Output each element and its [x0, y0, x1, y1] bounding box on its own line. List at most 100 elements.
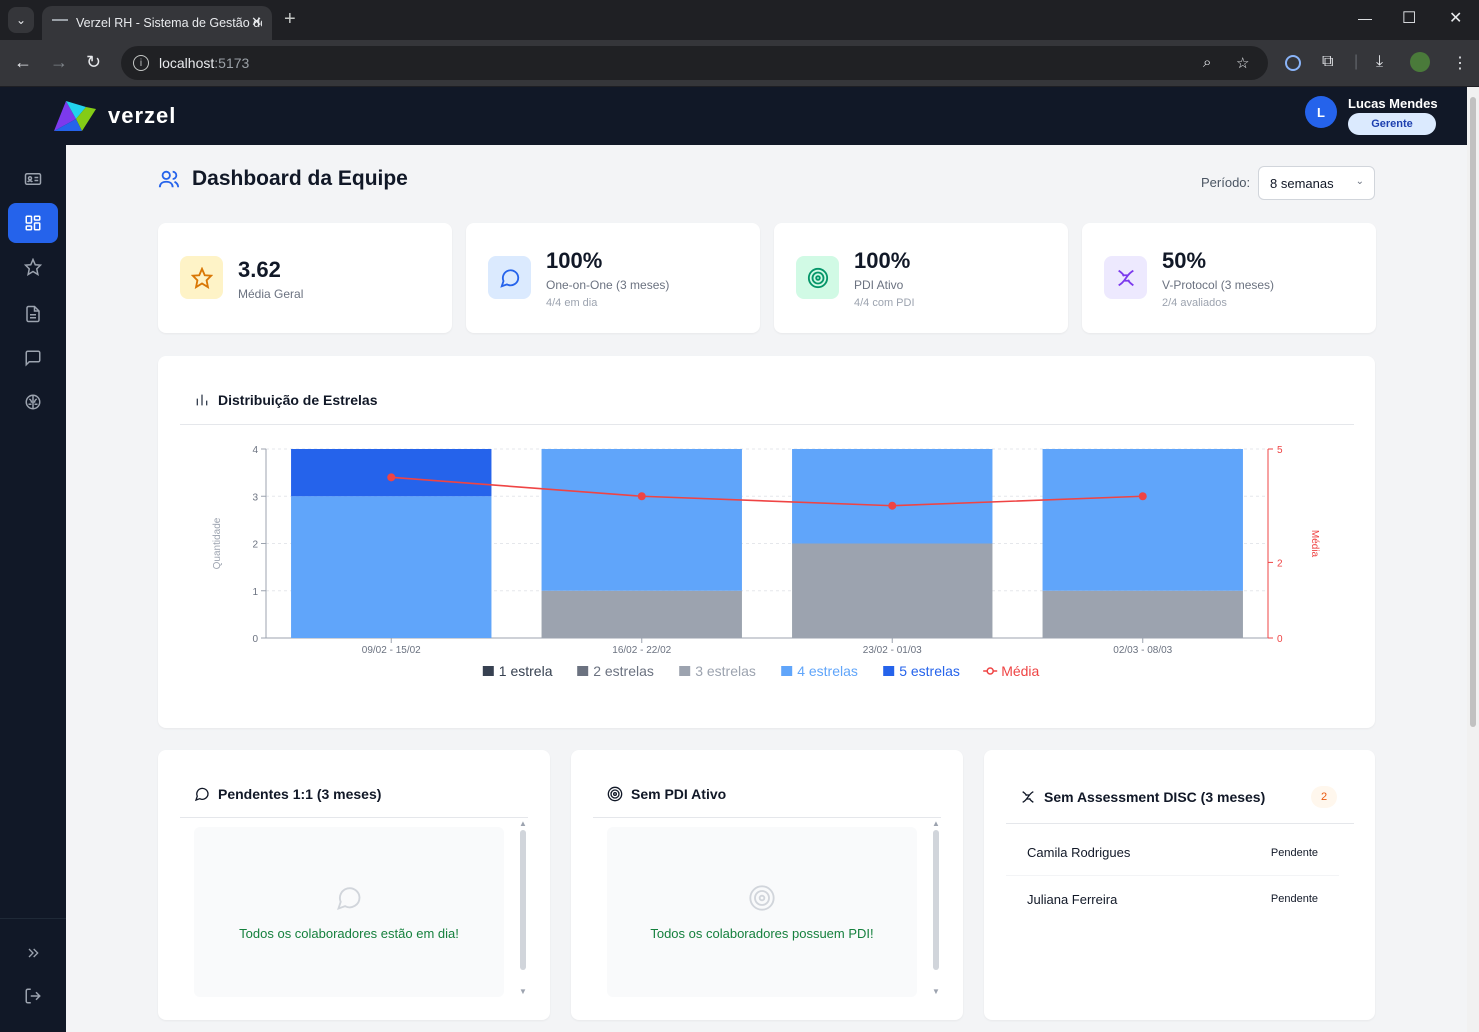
back-icon[interactable]: ← [14, 52, 32, 72]
stat-icon-box [488, 256, 531, 299]
pendentes-title-row: Pendentes 1:1 (3 meses) [194, 786, 381, 802]
y2-tick-label: 2 [1277, 558, 1283, 569]
bar-segment [291, 449, 492, 497]
stars-chart: 0 1 2 3 4 0 2 5 Quantidade Média 09/02 - 15/02 16/0… [212, 445, 1320, 679]
stat-sub: 4/4 em dia [546, 297, 598, 309]
chat-icon [499, 268, 519, 288]
logout-button[interactable] [8, 976, 58, 1016]
list-item[interactable]: Camila Rodrigues Pendente [1006, 830, 1339, 876]
scroll-up-icon[interactable]: ▲ [932, 819, 940, 828]
logout-icon [25, 988, 41, 1004]
card-divider [180, 424, 1354, 425]
address-bar[interactable]: i localhost:5173 ⌕ ☆ [121, 46, 1268, 80]
media-point [888, 501, 897, 510]
stat-icon-box [1104, 256, 1147, 299]
maximize-icon[interactable]: ☐ [1402, 10, 1417, 27]
stat-icon-box [180, 256, 223, 299]
list-item[interactable]: Juliana Ferreira Pendente [1006, 876, 1339, 922]
forward-icon[interactable]: → [50, 52, 68, 72]
periodo-select[interactable]: 8 semanas ⌄ [1258, 166, 1375, 200]
sem-pdi-title-row: Sem PDI Ativo [607, 786, 726, 802]
target-icon [807, 267, 828, 288]
legend-label: 5 estrelas [899, 663, 960, 679]
sidebar [0, 145, 66, 1032]
close-window-icon[interactable]: ✕ [1449, 10, 1463, 27]
empty-message: Todos os colaboradores estão em dia! [239, 925, 459, 941]
stat-label: PDI Ativo [854, 278, 904, 292]
chart-title: Distribuição de Estrelas [218, 392, 378, 408]
y2-tick-label: 5 [1277, 445, 1283, 456]
document-icon [26, 305, 40, 323]
sidebar-item-profile[interactable] [8, 159, 58, 199]
sem-pdi-scrollbar[interactable] [933, 830, 939, 970]
browser-menu-icon[interactable]: ⋮ [1452, 55, 1468, 72]
sem-pdi-empty-state: Todos os colaboradores possuem PDI! [607, 827, 917, 997]
status-label: Pendente [1270, 893, 1318, 905]
count-badge: 2 [1311, 786, 1337, 808]
close-tab-icon[interactable]: ✕ [251, 14, 262, 29]
bookmark-star-icon[interactable]: ☆ [1236, 55, 1250, 72]
browser-tab[interactable]: Verzel RH - Sistema de Gestão de ✕ [42, 6, 272, 40]
reload-icon[interactable]: ↻ [86, 52, 102, 72]
minimize-icon[interactable]: — [1358, 10, 1372, 26]
zoom-icon[interactable]: ⌕ [1203, 54, 1212, 71]
stat-card-one-on-one: 100% One-on-One (3 meses) 4/4 em dia [466, 223, 760, 333]
verzel-logo[interactable]: verzel [52, 99, 176, 133]
scroll-down-icon[interactable]: ▼ [932, 987, 940, 996]
sem-disc-card: Sem Assessment DISC (3 meses) 2 Camila R… [984, 750, 1375, 1020]
user-role-badge: Gerente [1348, 113, 1436, 135]
password-manager-icon[interactable] [1285, 55, 1301, 71]
dna-icon [1117, 269, 1134, 286]
tab-search-button[interactable]: ⌄ [8, 7, 34, 33]
profile-avatar[interactable] [1410, 52, 1430, 72]
logo-text: verzel [108, 103, 177, 128]
stat-card-media: 3.62 Média Geral [158, 223, 452, 333]
legend-swatch [781, 666, 793, 676]
star-icon [190, 266, 213, 289]
sidebar-item-documentos[interactable] [8, 294, 58, 334]
user-avatar[interactable]: L [1305, 96, 1337, 128]
periodo-value: 8 semanas [1270, 175, 1334, 191]
scrollbar-thumb[interactable] [1470, 97, 1476, 727]
periodo-label: Período: [1201, 175, 1251, 190]
sidebar-item-disc[interactable] [8, 382, 58, 422]
legend-label: Média [1001, 663, 1039, 679]
toolbar-divider: | [1354, 53, 1359, 70]
site-info-icon[interactable]: i [133, 55, 149, 71]
card-divider [1006, 823, 1354, 824]
pendentes-scrollbar[interactable] [520, 830, 526, 970]
star-icon [24, 258, 42, 276]
new-tab-icon[interactable]: + [284, 8, 296, 30]
y-tick-label: 4 [252, 445, 258, 456]
user-name: Lucas Mendes [1348, 96, 1438, 111]
sem-pdi-title: Sem PDI Ativo [631, 786, 727, 802]
chat-icon [194, 787, 209, 802]
scroll-up-icon[interactable]: ▲ [519, 819, 527, 828]
employee-name: Juliana Ferreira [1027, 891, 1118, 907]
card-divider [593, 817, 941, 818]
page-scrollbar[interactable] [1467, 87, 1479, 1032]
chat-icon [337, 886, 361, 910]
y2-tick-label: 0 [1277, 634, 1283, 645]
sidebar-expand-button[interactable] [8, 933, 58, 973]
dashboard-icon [25, 215, 41, 231]
media-line [391, 476, 1143, 507]
scroll-down-icon[interactable]: ▼ [519, 987, 527, 996]
empty-message: Todos os colaboradores possuem PDI! [650, 925, 874, 941]
sidebar-item-avaliacoes[interactable] [8, 247, 58, 287]
stat-card-pdi: 100% PDI Ativo 4/4 com PDI [774, 223, 1068, 333]
target-icon [607, 786, 623, 802]
sidebar-divider [0, 918, 66, 919]
brain-icon [25, 394, 41, 410]
downloads-icon[interactable]: ⤓ [1376, 53, 1384, 70]
media-point [387, 473, 396, 482]
page-header: Dashboard da Equipe [158, 167, 408, 191]
stat-label: Média Geral [238, 287, 304, 301]
app-header: verzel L Lucas Mendes Gerente [0, 87, 1467, 145]
sidebar-item-one-on-one[interactable] [8, 338, 58, 378]
sidebar-item-dashboard[interactable] [8, 203, 58, 243]
extensions-icon[interactable]: ⧉ [1322, 53, 1334, 70]
pendentes-empty-state: Todos os colaboradores estão em dia! [194, 827, 504, 997]
chevron-down-icon: ⌄ [1355, 176, 1364, 187]
legend-label: 2 estrelas [593, 663, 654, 679]
